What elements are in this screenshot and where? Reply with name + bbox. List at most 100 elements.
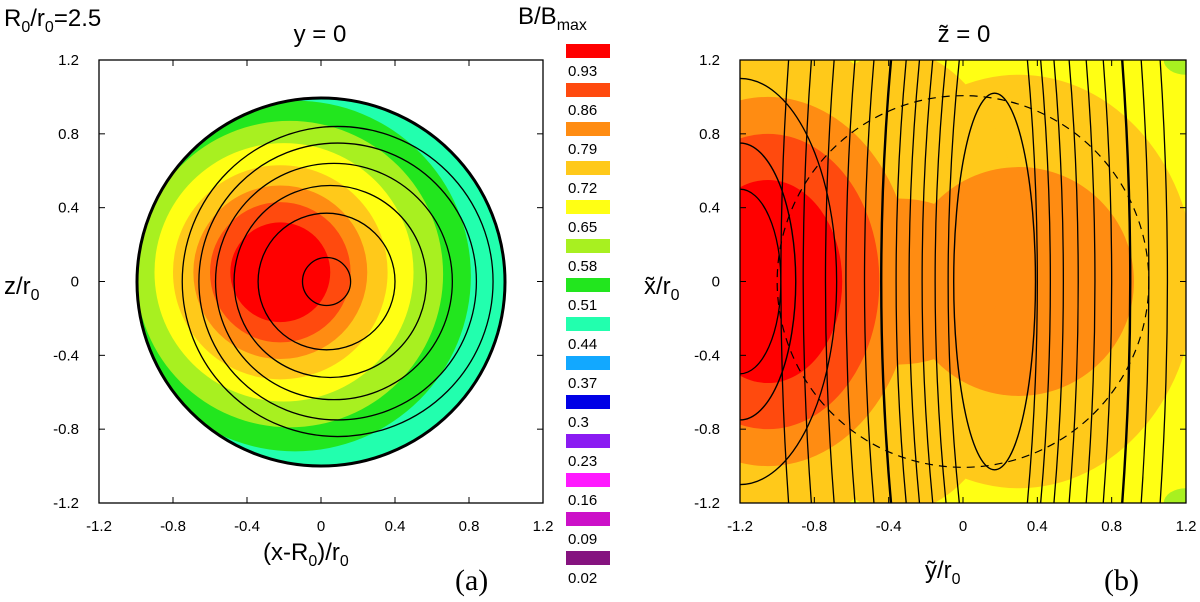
x-tick-label: 0 <box>959 518 967 535</box>
panel-b-ylabel: x̃/r0 <box>644 273 680 304</box>
contour-line <box>181 125 494 438</box>
contour-line <box>802 60 813 503</box>
contour-line <box>1159 60 1169 503</box>
colorbar-swatch <box>566 122 610 136</box>
panel-a-xticks: -1.2 -0.8 -0.4 0 0.4 0.8 1.2 <box>86 60 553 535</box>
colorbar-label: 0.09 <box>568 531 597 548</box>
y-tick-label: -1.2 <box>694 495 720 512</box>
colorbar-swatch <box>566 434 610 448</box>
contour-line <box>1053 60 1064 503</box>
y-tick-label: 0 <box>71 274 79 291</box>
contour-line <box>1068 60 1079 503</box>
x-tick-label: -1.2 <box>86 518 112 535</box>
x-tick-label: -1.2 <box>727 518 753 535</box>
panel-b-letter: (b) <box>1104 564 1139 597</box>
contour-line <box>780 60 790 503</box>
panel-a-letter: (a) <box>455 564 488 597</box>
x-tick-label: -0.4 <box>234 518 260 535</box>
panel-a-title: y = 0 <box>294 21 347 48</box>
contour-line <box>214 162 454 401</box>
panel-a-xlabel-visible: (x-R0)/r0 <box>263 539 349 570</box>
contour-line <box>198 142 478 421</box>
x-tick-label: 0.4 <box>385 518 406 535</box>
colorbar-label: 0.93 <box>568 63 597 80</box>
fill-band-b <box>1163 488 1186 503</box>
fill-band-b <box>1163 60 1186 75</box>
x-tick-label: 1.2 <box>1176 518 1197 535</box>
colorbar: B/Bmax 0.93 0.86 0.79 0.72 0.65 0.58 0.51 0.44 0… <box>518 3 610 587</box>
panel-a-yticks: 1.2 0.8 0.4 0 -0.4 -0.8 -1.2 <box>53 52 543 512</box>
parameter-label: R0/r0=2.5 <box>4 5 101 36</box>
panel-b-contours <box>740 60 1169 503</box>
contour-line <box>921 60 934 503</box>
y-tick-label: -0.4 <box>694 347 720 364</box>
colorbar-label: 0.72 <box>568 180 597 197</box>
colorbar-label: 0.44 <box>568 336 597 353</box>
y-tick-label: 1.2 <box>58 52 79 69</box>
contour-line <box>233 184 428 379</box>
y-tick-label: 1.2 <box>699 52 720 69</box>
contour-line <box>1085 60 1096 503</box>
colorbar-label: 0.37 <box>568 375 597 392</box>
x-tick-label: 0.4 <box>1027 518 1048 535</box>
panel-b-color-fill <box>740 60 1186 503</box>
x-tick-label: -0.8 <box>801 518 827 535</box>
y-tick-label: -0.4 <box>53 347 79 364</box>
fill-band-a <box>230 222 331 323</box>
panel-a: y = 0 -1.2 -0.8 -0.4 0 0.4 0.8 1.2 1.2 0.8 0.4 0 -… <box>4 21 553 597</box>
y-tick-label: 0.8 <box>58 126 79 143</box>
colorbar-swatch <box>566 395 610 409</box>
panel-b-dashed-circle <box>776 95 1150 468</box>
colorbar-swatch <box>566 161 610 175</box>
y-tick-label: 0.8 <box>699 126 720 143</box>
colorbar-swatch <box>566 356 610 370</box>
contour-line <box>953 92 1037 471</box>
contour-line <box>880 60 893 503</box>
colorbar-swatch <box>566 44 610 58</box>
colorbar-title: B/Bmax <box>518 3 587 34</box>
y-tick-label: -1.2 <box>53 495 79 512</box>
x-tick-label: -0.4 <box>876 518 902 535</box>
y-tick-label: 0 <box>712 274 720 291</box>
colorbar-label: 0.02 <box>568 570 597 587</box>
contour-line <box>947 60 960 503</box>
contour-line <box>1039 60 1051 503</box>
x-tick-label: 0.8 <box>1101 518 1122 535</box>
colorbar-swatch <box>566 83 610 97</box>
panel-b-xticks: -1.2 -0.8 -0.4 0 0.4 0.8 1.2 <box>727 60 1196 535</box>
colorbar-label: 0.86 <box>568 102 597 119</box>
x-tick-label: 0 <box>317 518 325 535</box>
colorbar-swatch <box>566 512 610 526</box>
y-tick-label: -0.8 <box>694 421 720 438</box>
panel-a-color-fill <box>137 98 505 466</box>
y-tick-label: 0.4 <box>58 200 79 217</box>
colorbar-label: 0.65 <box>568 219 597 236</box>
x-tick-label: 1.2 <box>533 518 554 535</box>
contour-line <box>257 212 396 351</box>
colorbar-label: 0.51 <box>568 297 597 314</box>
contour-line <box>908 60 921 503</box>
colorbar-swatch <box>566 551 610 565</box>
y-tick-label: 0.4 <box>699 200 720 217</box>
contour-line <box>824 60 835 503</box>
panel-b-title: z̃ = 0 <box>938 21 991 48</box>
contour-line <box>301 256 352 307</box>
contour-line <box>1026 60 1038 503</box>
fill-band-b <box>740 180 843 383</box>
colorbar-label: 0.79 <box>568 141 597 158</box>
panel-a-boundary <box>135 96 507 468</box>
y-tick-label: -0.8 <box>53 421 79 438</box>
colorbar-label: 0.16 <box>568 492 597 509</box>
colorbar-swatch <box>566 317 610 331</box>
contour-line <box>934 60 947 503</box>
colorbar-label: 0.3 <box>568 414 589 431</box>
contour-line <box>845 60 856 503</box>
contour-line <box>740 142 797 421</box>
colorbar-swatch <box>566 278 610 292</box>
panel-b-yticks: 1.2 0.8 0.4 0 -0.4 -0.8 -1.2 <box>694 52 1186 512</box>
panel-b: z̃ = 0 -1.2 -0.8 -0.4 0 0.4 0.8 1.2 1.2 0.8 0.4 0… <box>644 21 1196 597</box>
colorbar-swatch <box>566 473 610 487</box>
colorbar-swatch <box>566 239 610 253</box>
colorbar-swatch <box>566 200 610 214</box>
